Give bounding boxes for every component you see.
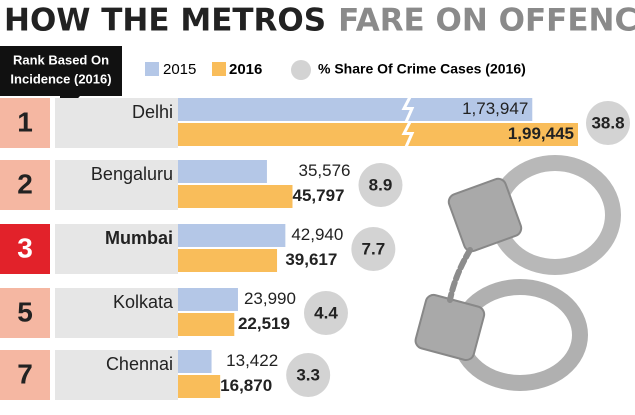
rank-label: 7 <box>17 358 33 389</box>
title-secondary: FARE ON OFFENCES <box>338 3 635 39</box>
category-label: Chennai <box>106 354 173 374</box>
legend-swatch <box>212 62 226 76</box>
bar <box>178 313 235 336</box>
category-cell <box>55 160 178 210</box>
rank-cell <box>0 160 50 210</box>
share-label: 3.3 <box>296 365 320 384</box>
share-bubble <box>303 291 348 335</box>
value-label: 45,797 <box>292 186 344 205</box>
share-bubble <box>586 101 630 145</box>
value-label: 42,940 <box>291 225 343 244</box>
category-cell <box>55 288 178 338</box>
rank-label: 1 <box>17 106 33 137</box>
rank-header-line: Rank Based On <box>13 52 109 67</box>
value-label: 22,519 <box>238 314 290 333</box>
category-label: Bengaluru <box>91 164 173 184</box>
category-cell <box>55 98 178 148</box>
category-label: Mumbai <box>105 228 173 248</box>
value-label: 13,422 <box>226 351 278 370</box>
handcuffs-illustration <box>414 155 621 391</box>
value-label: 39,617 <box>285 250 337 269</box>
category-label: Kolkata <box>113 292 174 312</box>
axis-break <box>401 121 415 148</box>
rank-cell <box>0 98 50 148</box>
value-label: 23,990 <box>244 289 296 308</box>
rank-cell <box>0 288 50 338</box>
bar <box>178 160 267 183</box>
rank-cell <box>0 224 50 274</box>
share-bubble <box>351 227 396 271</box>
category-cell <box>55 224 178 274</box>
share-label: 7.7 <box>362 239 386 258</box>
legend-label: % Share Of Crime Cases (2016) <box>318 61 526 77</box>
rank-label: 3 <box>17 232 33 263</box>
bar <box>178 350 212 373</box>
share-label: 8.9 <box>369 175 393 194</box>
rank-header-box <box>0 46 122 96</box>
share-label: 38.8 <box>591 113 624 132</box>
share-bubble <box>358 163 403 207</box>
legend-swatch <box>145 62 159 76</box>
rank-header-line: Incidence (2016) <box>10 71 111 86</box>
value-label: 1,73,947 <box>462 99 528 118</box>
bar <box>178 288 238 311</box>
bar <box>178 185 293 208</box>
share-bubble <box>286 353 331 397</box>
legend-label: 2016 <box>229 61 262 78</box>
share-label: 4.4 <box>314 303 338 322</box>
category-label: Delhi <box>132 102 173 122</box>
legend-swatch <box>291 60 311 80</box>
bar <box>178 375 221 398</box>
rank-cell <box>0 350 50 400</box>
bar <box>178 249 278 272</box>
bar <box>178 123 578 146</box>
title-main: HOW THE METROS <box>4 3 326 39</box>
bar <box>178 98 533 121</box>
legend-label: 2015 <box>163 61 196 78</box>
category-cell <box>55 350 178 400</box>
value-label: 1,99,445 <box>508 124 574 143</box>
rank-label: 5 <box>17 296 33 327</box>
bar <box>178 224 286 247</box>
value-label: 35,576 <box>298 161 350 180</box>
axis-break <box>401 96 415 123</box>
value-label: 16,870 <box>220 376 272 395</box>
rank-label: 2 <box>17 168 33 199</box>
